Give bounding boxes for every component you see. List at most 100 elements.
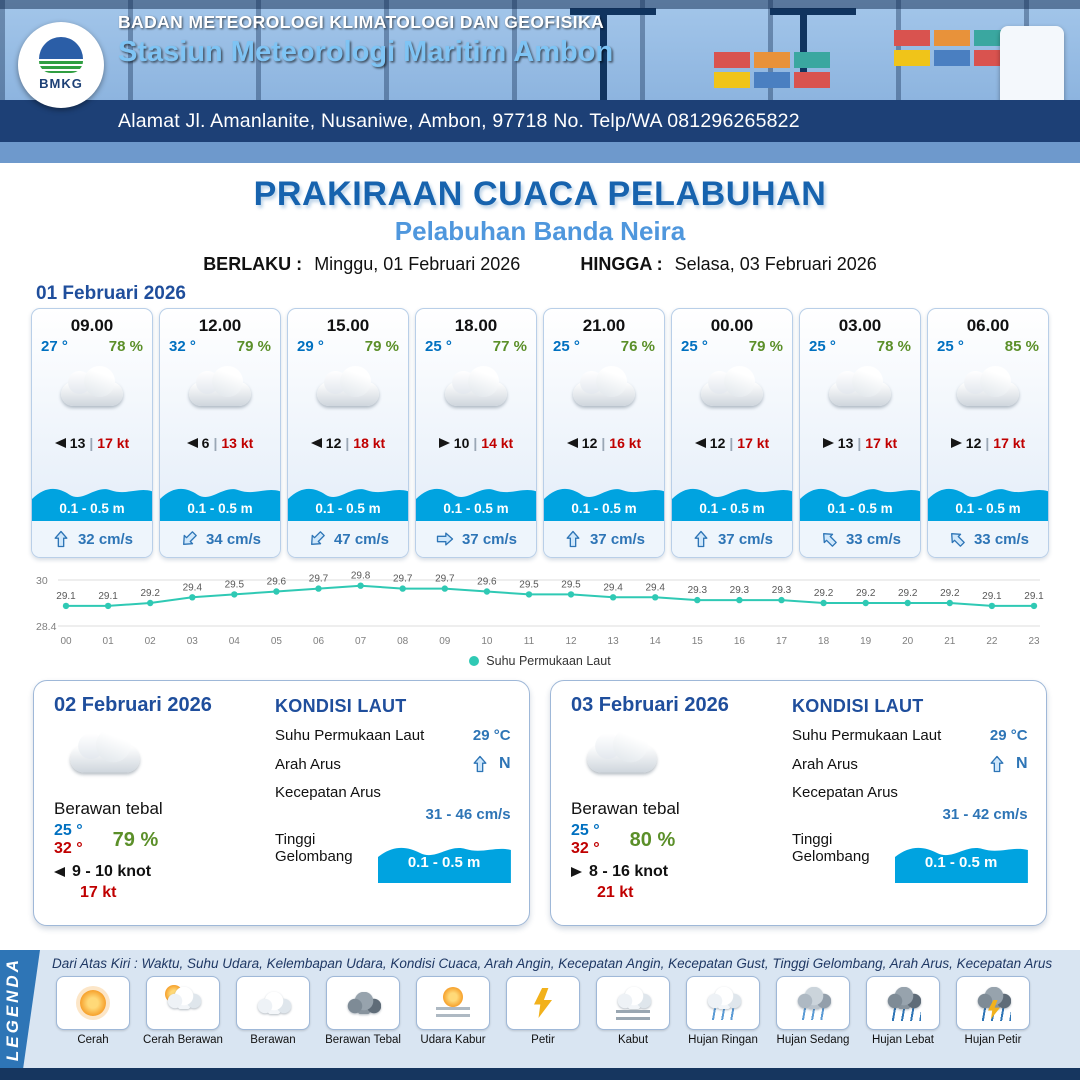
separator: | bbox=[729, 435, 734, 451]
current-direction-icon bbox=[563, 529, 583, 549]
wind-direction-icon bbox=[310, 438, 322, 448]
wave-height-box: 0.1 - 0.5 m bbox=[377, 837, 511, 883]
svg-text:20: 20 bbox=[902, 636, 914, 647]
temp-humidity-row: 32 ° 79 % bbox=[160, 336, 280, 355]
current-row: 32 cm/s bbox=[32, 521, 152, 557]
legend-icon-box bbox=[596, 976, 670, 1030]
wind-speed: 13 bbox=[837, 435, 854, 451]
svg-text:29.1: 29.1 bbox=[56, 591, 76, 602]
wind-speed: 13 bbox=[69, 435, 86, 451]
current-row: 33 cm/s bbox=[928, 521, 1048, 557]
svg-text:29.5: 29.5 bbox=[519, 579, 539, 590]
current-speed: 34 cm/s bbox=[205, 530, 262, 548]
wave-height-band: 0.1 - 0.5 m bbox=[800, 477, 920, 521]
current-direction-icon bbox=[987, 754, 1007, 774]
weather-icon bbox=[340, 985, 386, 1021]
svg-text:29.4: 29.4 bbox=[645, 582, 665, 593]
svg-text:29.2: 29.2 bbox=[898, 588, 918, 599]
legend-icon-box bbox=[686, 976, 760, 1030]
current-direction-row: Arah Arus N bbox=[792, 754, 1028, 774]
valid-to-label: HINGGA : bbox=[580, 254, 663, 274]
current-speed: 32 cm/s bbox=[77, 530, 134, 548]
current-speed-label: Kecepatan Arus bbox=[792, 784, 898, 801]
crane-icon bbox=[770, 8, 856, 78]
legend-item: Udara Kabur bbox=[410, 976, 496, 1047]
wind-row: 8 - 16 knot bbox=[571, 863, 776, 881]
wave-height: 0.1 - 0.5 m bbox=[443, 501, 509, 516]
wind-direction-icon bbox=[566, 438, 578, 448]
wind-row: 13 | 17 kt bbox=[822, 435, 897, 451]
forecast-time: 09.00 bbox=[70, 316, 114, 335]
svg-text:29.2: 29.2 bbox=[940, 588, 960, 599]
wave-height-label: Tinggi Gelombang bbox=[792, 831, 870, 865]
wave-icon bbox=[800, 488, 920, 521]
legend-icon-box bbox=[506, 976, 580, 1030]
current-direction-icon bbox=[815, 525, 843, 553]
wave-height-band: 0.1 - 0.5 m bbox=[928, 477, 1048, 521]
legend-item-label: Cerah bbox=[77, 1034, 109, 1046]
wave-icon bbox=[894, 847, 1028, 883]
legend-item: Berawan bbox=[230, 976, 316, 1047]
wave-icon bbox=[416, 488, 536, 521]
svg-text:28.4: 28.4 bbox=[36, 621, 57, 633]
separator: | bbox=[601, 435, 606, 451]
legend-icon-box bbox=[416, 976, 490, 1030]
forecast-card: 06.00 25 ° 85 % 12 | 17 kt 0.1 - 0.5 m 3… bbox=[927, 308, 1049, 558]
temp-humidity-row: 25 ° 78 % bbox=[800, 336, 920, 355]
wind-gust: 17 kt bbox=[993, 435, 1026, 451]
wave-height-band: 0.1 - 0.5 m bbox=[544, 477, 664, 521]
weather-icon bbox=[430, 985, 476, 1021]
svg-text:29.4: 29.4 bbox=[603, 582, 623, 593]
header: Alamat Jl. Amanlanite, Nusaniwe, Ambon, … bbox=[0, 0, 1080, 163]
wave-icon bbox=[672, 488, 792, 521]
legend-item: Kabut bbox=[590, 976, 676, 1047]
svg-text:23: 23 bbox=[1028, 636, 1040, 647]
daily-forecast-card: 03 Februari 2026 Berawan tebal 25 ° 32 °… bbox=[550, 680, 1047, 926]
wave-icon bbox=[928, 488, 1048, 521]
forecast-date: 01 Februari 2026 bbox=[36, 283, 186, 304]
forecast-time: 03.00 bbox=[838, 316, 882, 335]
forecast-time: 00.00 bbox=[710, 316, 754, 335]
condition-label: Berawan tebal bbox=[54, 799, 163, 818]
daily-weather-summary: 03 Februari 2026 Berawan tebal 25 ° 32 °… bbox=[571, 694, 776, 912]
wind-speed: 12 bbox=[325, 435, 342, 451]
humidity: 79 % bbox=[236, 338, 271, 355]
signboard bbox=[1000, 26, 1064, 112]
wind-direction-icon bbox=[694, 438, 706, 448]
cloud-icon bbox=[587, 727, 657, 773]
legend-icon-box bbox=[326, 976, 400, 1030]
separator: | bbox=[857, 435, 862, 451]
address-band: Alamat Jl. Amanlanite, Nusaniwe, Ambon, … bbox=[0, 100, 1080, 142]
svg-text:09: 09 bbox=[439, 636, 451, 647]
svg-text:29.3: 29.3 bbox=[772, 585, 792, 596]
svg-text:29.5: 29.5 bbox=[225, 579, 245, 590]
legend-description: Dari Atas Kiri : Waktu, Suhu Udara, Kele… bbox=[52, 956, 1053, 971]
bottom-bar bbox=[0, 1068, 1080, 1080]
wave-height: 0.1 - 0.5 m bbox=[571, 501, 637, 516]
valid-from-value: Minggu, 01 Februari 2026 bbox=[314, 254, 521, 274]
svg-text:29.6: 29.6 bbox=[267, 577, 287, 588]
wave-height-band: 0.1 - 0.5 m bbox=[160, 477, 280, 521]
separator: | bbox=[473, 435, 478, 451]
temp-humidity-block: 25 ° 32 ° 79 % bbox=[54, 822, 259, 858]
forecast-card: 09.00 27 ° 78 % 13 | 17 kt 0.1 - 0.5 m 3… bbox=[31, 308, 153, 558]
wave-height-row: Tinggi Gelombang 0.1 - 0.5 m bbox=[792, 831, 1028, 883]
condition-label: Berawan tebal bbox=[571, 799, 680, 818]
legend-title: LEGENDA bbox=[3, 956, 22, 1062]
bmkg-globe-icon bbox=[39, 37, 83, 59]
legend-section: LEGENDA Dari Atas Kiri : Waktu, Suhu Uda… bbox=[0, 950, 1080, 1068]
shipping-containers-icon bbox=[714, 52, 750, 68]
legend-item-label: Hujan Petir bbox=[964, 1034, 1022, 1046]
wind-direction-icon bbox=[950, 438, 962, 448]
wind-row: 12 | 17 kt bbox=[694, 435, 769, 451]
weather-condition bbox=[317, 365, 379, 423]
forecast-time: 21.00 bbox=[582, 316, 626, 335]
weather-condition bbox=[829, 365, 891, 423]
wave-height: 0.1 - 0.5 m bbox=[827, 501, 893, 516]
sea-conditions-title: KONDISI LAUT bbox=[275, 696, 407, 716]
wind-gust: 21 kt bbox=[597, 884, 634, 901]
wind-gust: 17 kt bbox=[80, 884, 117, 901]
temp-max: 32 ° bbox=[54, 840, 83, 857]
current-row: 34 cm/s bbox=[160, 521, 280, 557]
wind-row: 6 | 13 kt bbox=[186, 435, 253, 451]
